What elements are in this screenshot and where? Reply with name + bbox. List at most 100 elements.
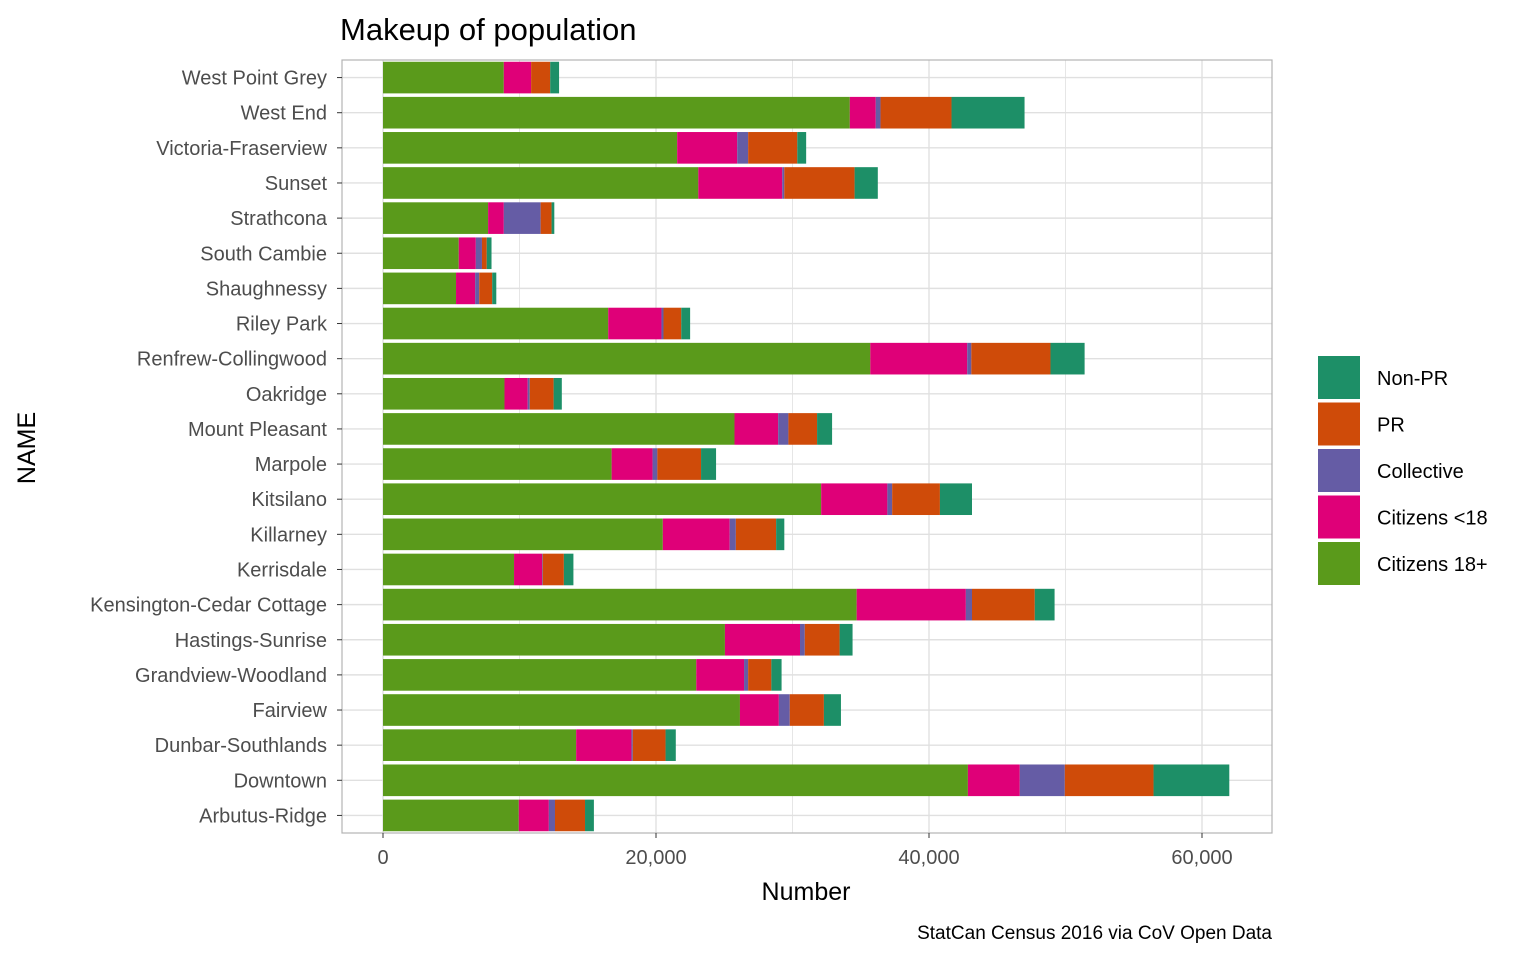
panel-border	[341, 59, 1273, 834]
bar-segment-citizens-18-	[383, 588, 857, 621]
legend-item: Citizens 18+	[1318, 542, 1488, 585]
bar-segment-collective	[548, 799, 555, 832]
bar-segment-citizens-18-	[383, 483, 822, 516]
bar-segment-pr	[804, 623, 840, 656]
bar-segment-non-pr	[817, 413, 833, 445]
bar-group	[383, 96, 1025, 129]
bar-group	[383, 764, 1230, 797]
bar-segment-citizens-18	[611, 448, 653, 480]
bar-segment-collective	[475, 237, 482, 270]
bar-segment-non-pr	[492, 272, 497, 305]
legend-swatch	[1318, 449, 1360, 492]
y-tick-label: Riley Park	[236, 314, 328, 336]
y-tick-label: Kensington-Cedar Cottage	[90, 595, 327, 617]
y-tick-labels: Arbutus-Ridge Downtown Dunbar-Southlands Fa…	[90, 68, 342, 827]
bar-segment-collective	[778, 413, 789, 445]
chart-caption: StatCan Census 2016 via CoV Open Data	[917, 923, 1272, 944]
bar-segment-citizens-18	[870, 342, 968, 375]
bar-segment-non-pr	[585, 799, 594, 832]
y-tick-label: Sunset	[265, 173, 328, 195]
y-tick-label: Downtown	[234, 770, 327, 792]
bar-segment-pr	[542, 553, 564, 586]
y-tick-label: Shaughnessy	[206, 278, 327, 300]
bar-segment-citizens-18	[696, 659, 745, 691]
bar-group	[383, 272, 497, 305]
bars	[383, 61, 1230, 832]
bar-group	[383, 588, 1055, 621]
bar-group	[383, 729, 676, 761]
bar-segment-collective	[744, 659, 749, 691]
bar-segment-non-pr	[701, 448, 717, 480]
legend-label: Non-PR	[1377, 368, 1448, 390]
bar-segment-citizens-18	[821, 483, 888, 516]
x-tick-label: 20,000	[625, 847, 686, 869]
bar-segment-citizens-18	[739, 694, 779, 726]
bar-segment-citizens-18-	[383, 342, 871, 375]
bar-group	[383, 413, 833, 445]
y-tick-label: West End	[241, 103, 327, 125]
bar-segment-pr	[632, 729, 666, 761]
bar-group	[383, 307, 691, 340]
bar-group	[383, 659, 782, 691]
bar-segment-pr	[735, 518, 777, 551]
bar-group	[383, 61, 560, 94]
bar-segment-non-pr	[486, 237, 492, 270]
bar-segment-pr	[529, 377, 554, 410]
bar-segment-non-pr	[553, 377, 562, 410]
bar-segment-collective	[542, 553, 543, 586]
bar-segment-citizens-18-	[383, 553, 515, 586]
y-tick-label: Oakridge	[246, 384, 327, 406]
bar-segment-citizens-18-	[383, 448, 612, 480]
bar-segment-non-pr	[771, 659, 782, 691]
bar-segment-citizens-18	[849, 96, 876, 129]
bar-segment-non-pr	[1153, 764, 1230, 797]
y-tick-label: Renfrew-Collingwood	[137, 349, 327, 371]
bar-segment-citizens-18-	[383, 764, 968, 797]
bar-segment-non-pr	[665, 729, 676, 761]
bar-segment-non-pr	[839, 623, 853, 656]
bar-segment-collective	[887, 483, 893, 516]
y-tick-label: Fairview	[253, 700, 328, 722]
bar-segment-citizens-18	[856, 588, 966, 621]
x-tick-label: 60,000	[1171, 847, 1232, 869]
bar-segment-citizens-18-	[383, 307, 609, 340]
bar-segment-collective	[778, 694, 790, 726]
bar-segment-citizens-18	[698, 167, 783, 199]
y-tick-label: Hastings-Sunrise	[175, 630, 327, 652]
x-tick-label: 40,000	[898, 847, 959, 869]
bar-segment-citizens-18	[576, 729, 632, 761]
x-axis-title: Number	[762, 878, 851, 906]
bar-segment-collective	[782, 167, 785, 199]
bar-segment-citizens-18	[608, 307, 662, 340]
x-tick-label: 0	[377, 847, 388, 869]
bar-segment-citizens-18-	[383, 237, 459, 270]
bar-segment-citizens-18-	[383, 659, 697, 691]
legend-item: Citizens <18	[1318, 495, 1488, 539]
bar-segment-collective	[503, 202, 541, 234]
y-tick-label: Strathcona	[230, 208, 328, 230]
y-tick-label: Marpole	[255, 454, 327, 476]
bar-segment-pr	[481, 237, 487, 270]
bar-segment-pr	[1064, 764, 1154, 797]
bar-segment-pr	[531, 61, 551, 94]
bar-segment-citizens-18-	[383, 799, 519, 832]
bar-segment-citizens-18	[724, 623, 801, 656]
bar-segment-collective	[965, 588, 972, 621]
bar-segment-citizens-18	[503, 61, 532, 94]
bar-group	[383, 518, 785, 551]
legend-label: PR	[1377, 415, 1405, 437]
bar-segment-citizens-18	[677, 132, 738, 164]
bar-segment-non-pr	[823, 694, 841, 726]
bar-segment-citizens-18	[504, 377, 528, 410]
bar-segment-citizens-18-	[383, 377, 505, 410]
bar-group	[383, 483, 972, 516]
y-tick-label: West Point Grey	[182, 68, 327, 90]
x-tick-labels: 0 20,000 40,000 60,000	[377, 833, 1233, 869]
bar-segment-citizens-18	[734, 413, 779, 445]
bar-group	[383, 799, 594, 832]
bar-segment-citizens-18-	[383, 272, 457, 305]
y-tick-label: Kerrisdale	[237, 559, 327, 581]
bar-segment-pr	[880, 96, 952, 129]
bar-segment-pr	[748, 132, 798, 164]
